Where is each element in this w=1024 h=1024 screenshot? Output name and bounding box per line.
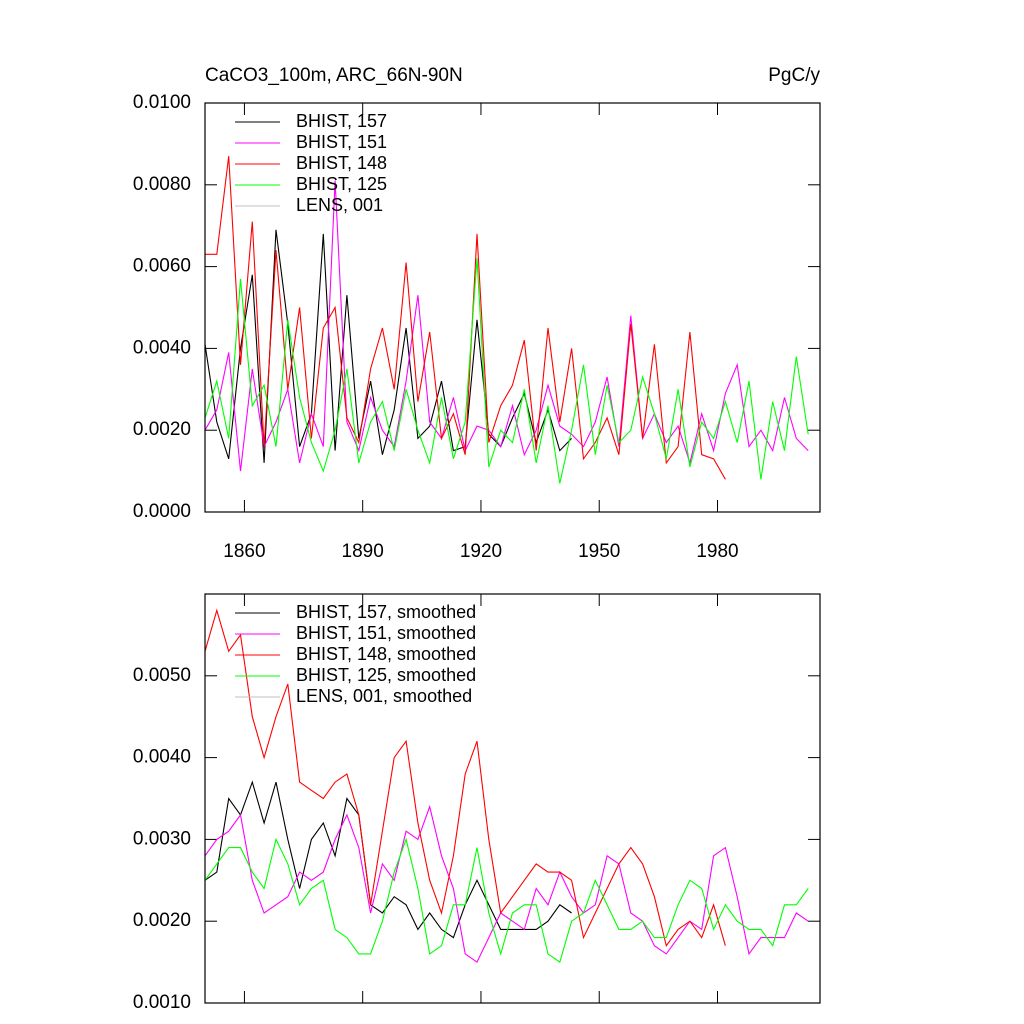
legend-label: LENS, 001, smoothed (296, 686, 472, 706)
legend-label: BHIST, 157 (296, 111, 387, 131)
x-tick-label: 1920 (460, 541, 502, 562)
plot-frame (204, 593, 821, 1004)
series-line (204, 780, 572, 939)
y-tick-label: 0.0030 (133, 828, 191, 849)
series-line (204, 258, 809, 484)
series-line (204, 837, 809, 963)
y-tick-label: 0.0020 (133, 910, 191, 931)
series-line (205, 156, 726, 480)
legend-label: BHIST, 148, smoothed (296, 644, 476, 664)
x-tick-label: 1980 (696, 541, 738, 562)
series-line (204, 804, 809, 963)
legend-label: BHIST, 151 (296, 132, 387, 152)
y-tick-label: 0.0080 (133, 174, 191, 195)
legend-label: BHIST, 157, smoothed (296, 602, 476, 622)
legend-label: BHIST, 151, smoothed (296, 623, 476, 643)
y-tick-label: 0.0040 (133, 337, 191, 358)
x-tick-label: 1950 (578, 541, 620, 562)
series-line (204, 180, 809, 472)
y-tick-label: 0.0010 (133, 992, 191, 1013)
x-tick-label: 1890 (342, 541, 384, 562)
legend-label: BHIST, 125, smoothed (296, 665, 476, 685)
right-title: PgC/y (768, 65, 820, 86)
left-title: CaCO3_100m, ARC_66N-90N (205, 65, 463, 86)
y-tick-label: 0.0060 (133, 256, 191, 277)
x-tick-label: 1860 (223, 541, 265, 562)
legend-label: BHIST, 125 (296, 174, 387, 194)
plot-frame (204, 102, 821, 513)
y-tick-label: 0.0040 (133, 747, 191, 768)
y-tick-label: 0.0100 (133, 92, 191, 113)
series-line (204, 608, 726, 947)
y-tick-label: 0.0000 (133, 501, 191, 522)
y-tick-label: 0.0020 (133, 419, 191, 440)
legend-label: LENS, 001 (296, 195, 383, 215)
series-line (204, 229, 572, 463)
y-tick-label: 0.0050 (133, 665, 191, 686)
legend-label: BHIST, 148 (296, 153, 387, 173)
